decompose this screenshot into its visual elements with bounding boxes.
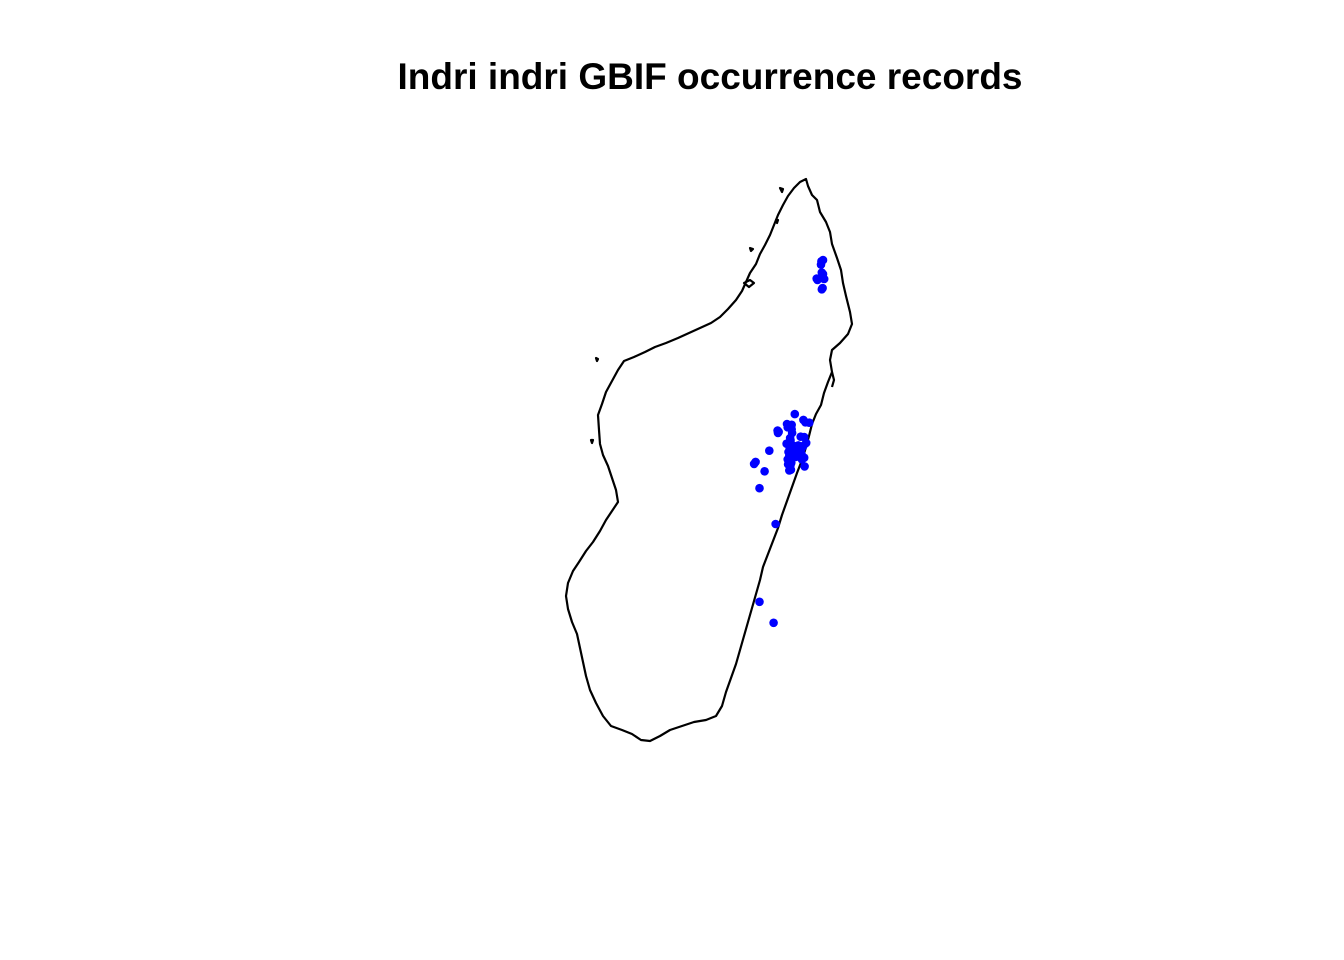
occurrence-point: [805, 418, 814, 428]
occurrence-point: [755, 597, 764, 607]
occurrence-point: [786, 465, 796, 475]
islet-west-2: [589, 438, 595, 445]
map-title: Indri indri GBIF occurrence records: [397, 56, 1023, 97]
occurrence-point: [800, 462, 809, 471]
occurrence-point: [792, 450, 801, 459]
islet-west: [594, 356, 600, 363]
islet-north: [778, 186, 785, 194]
occurrence-point: [765, 446, 774, 456]
occurrence-point: [818, 283, 827, 293]
occurrence-point: [816, 260, 826, 269]
occurrence-point: [771, 519, 780, 529]
occurrence-point: [751, 457, 760, 467]
madagascar-coastline: [564, 177, 854, 743]
islet-ste-marie: [830, 371, 836, 388]
islet-northwest-1: [774, 218, 780, 225]
occurrence-point: [799, 453, 809, 463]
islet-northwest-2: [748, 246, 755, 253]
occurrence-point: [819, 274, 829, 284]
occurrence-points: [749, 255, 829, 628]
occurrence-point: [769, 618, 778, 628]
occurrence-point: [755, 483, 764, 493]
occurrence-point: [790, 409, 800, 419]
madagascar-outline: [564, 177, 854, 743]
occurrence-point: [773, 428, 783, 438]
occurrence-point: [801, 438, 811, 448]
occurrence-point: [796, 432, 805, 442]
occurrence-point: [760, 467, 769, 476]
islet-nosy-be: [742, 278, 756, 289]
occurrence-point: [813, 275, 822, 285]
